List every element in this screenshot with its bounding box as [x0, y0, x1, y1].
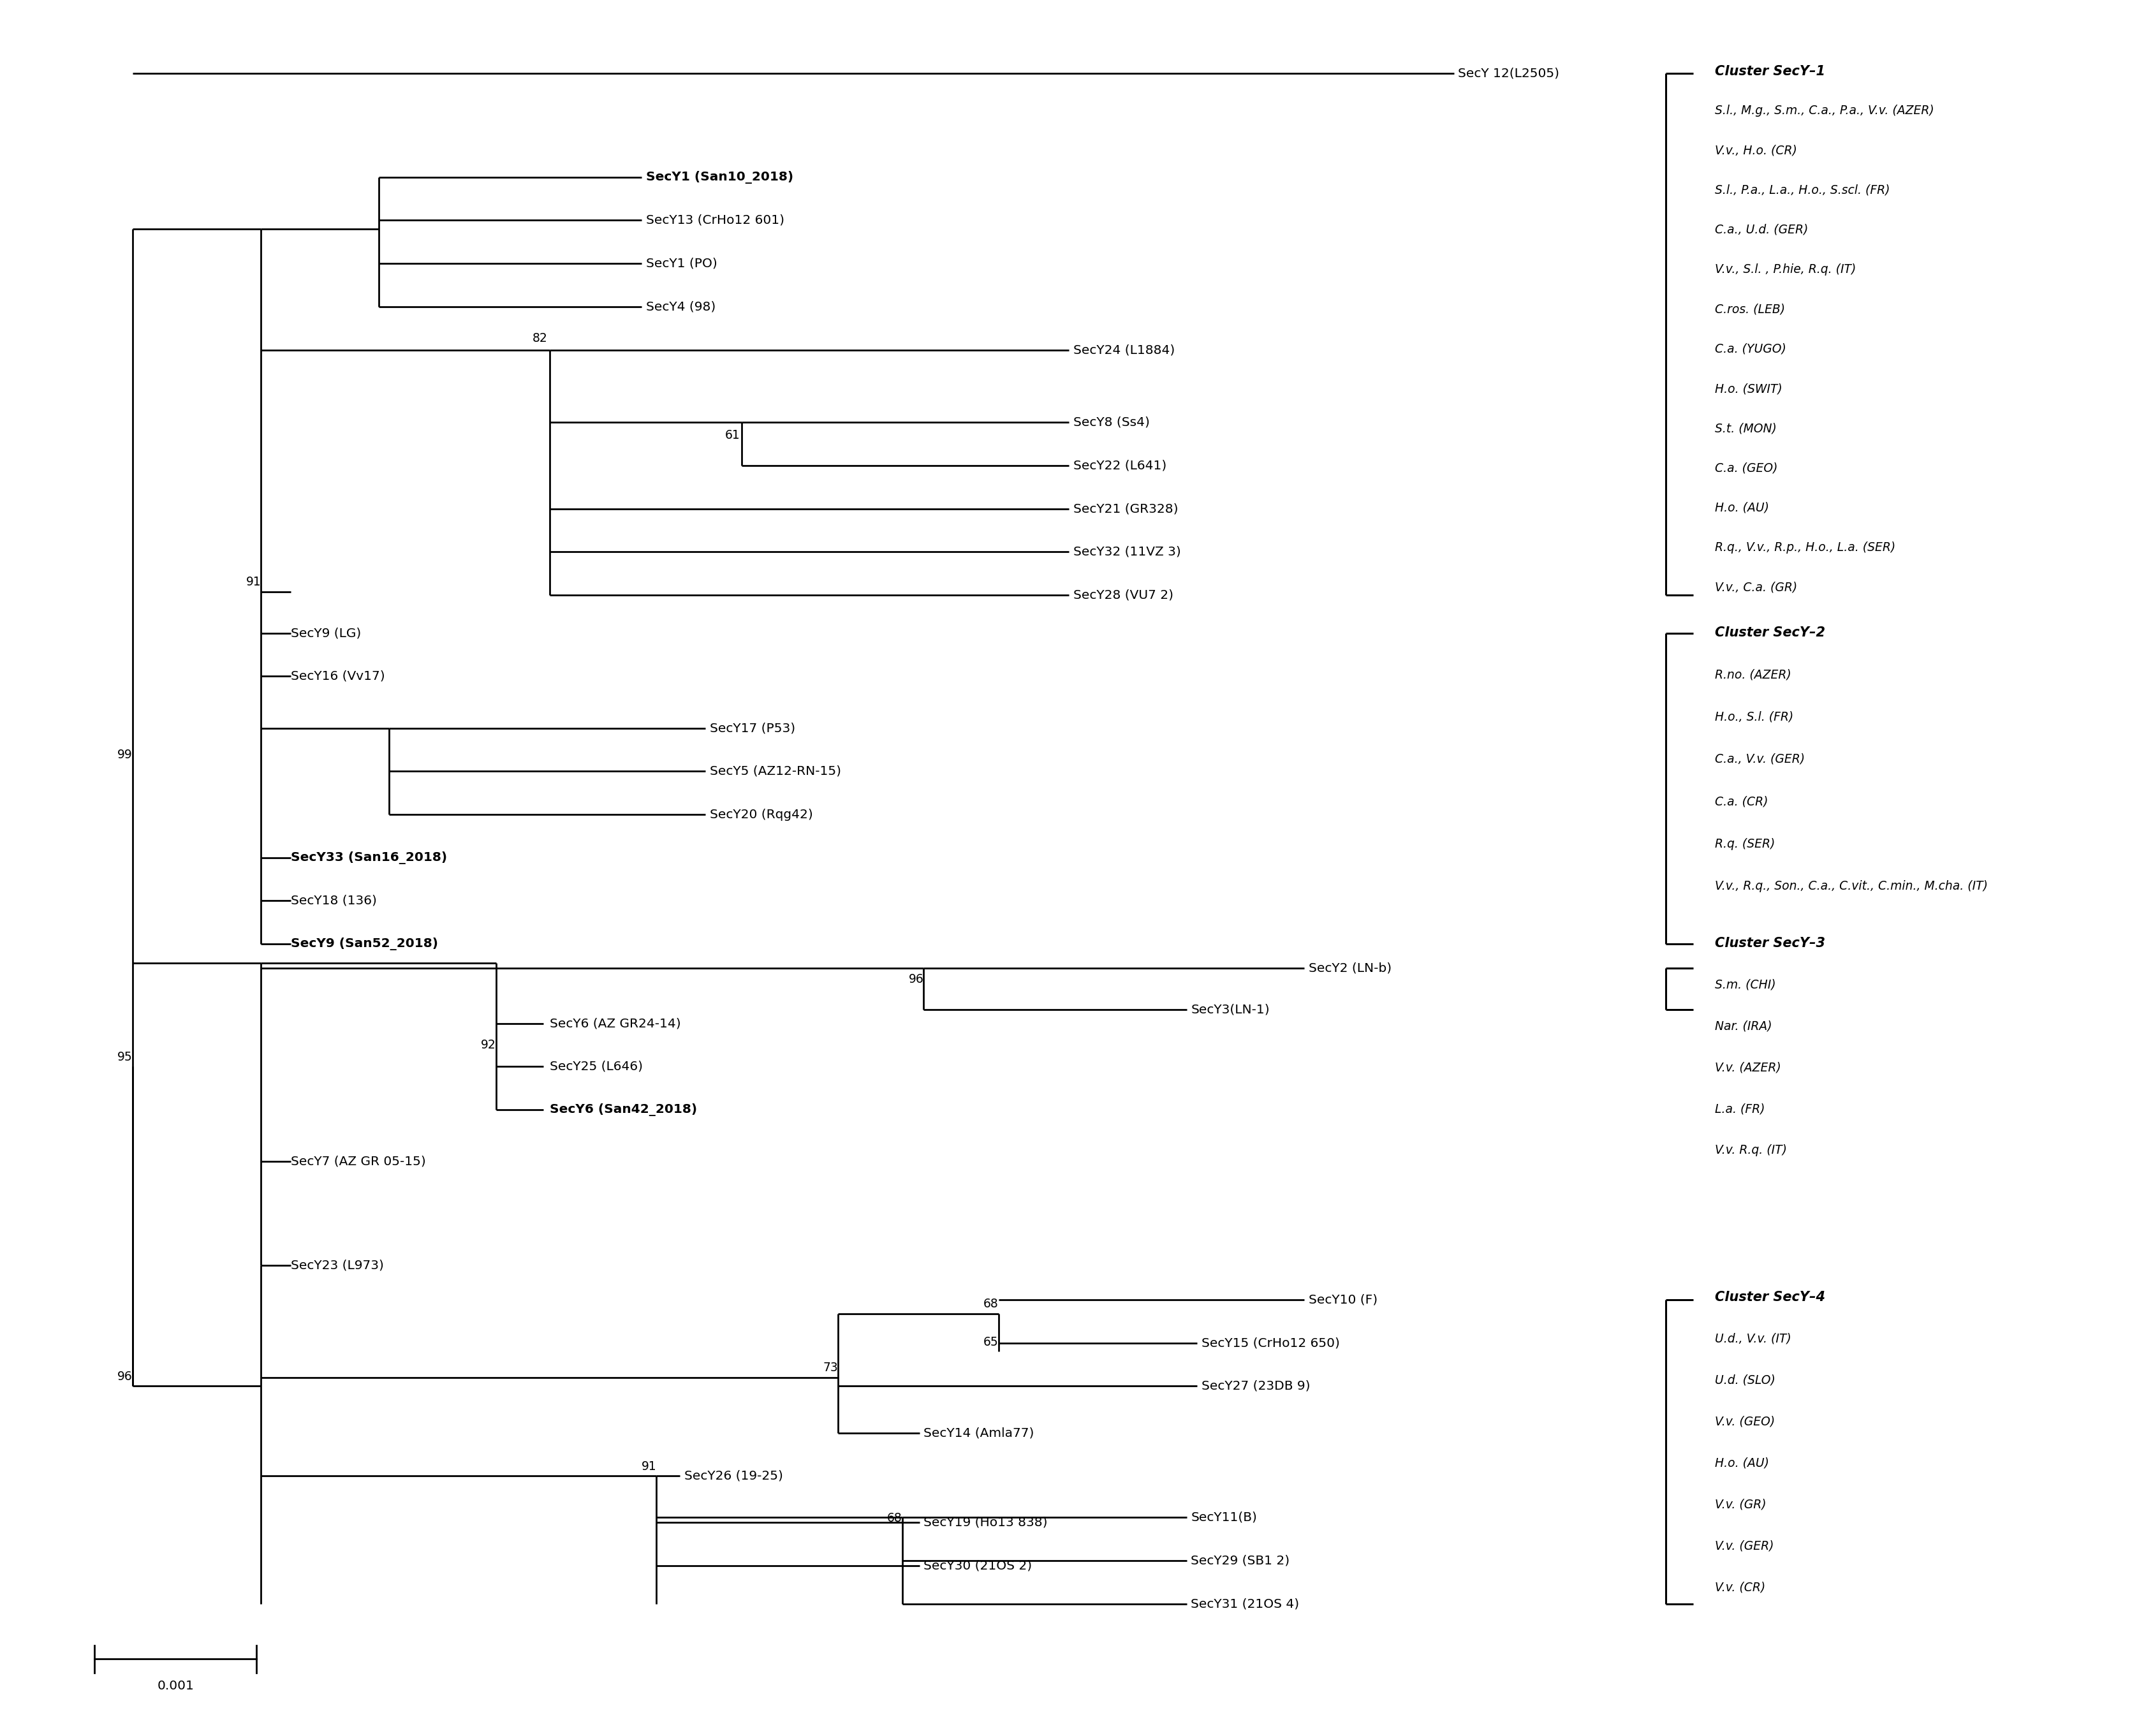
Text: 91: 91 — [642, 1460, 657, 1472]
Text: V.v., C.a. (GR): V.v., C.a. (GR) — [1715, 582, 1796, 594]
Text: C.a., U.d. (GER): C.a., U.d. (GER) — [1715, 224, 1807, 236]
Text: SecY9 (LG): SecY9 (LG) — [292, 627, 361, 639]
Text: 82: 82 — [532, 333, 547, 345]
Text: SecY31 (21OS 4): SecY31 (21OS 4) — [1191, 1597, 1298, 1609]
Text: SecY29 (SB1 2): SecY29 (SB1 2) — [1191, 1554, 1290, 1566]
Text: 96: 96 — [908, 974, 923, 986]
Text: C.ros. (LEB): C.ros. (LEB) — [1715, 304, 1783, 316]
Text: U.d. (SLO): U.d. (SLO) — [1715, 1375, 1775, 1385]
Text: SecY22 (L641): SecY22 (L641) — [1073, 460, 1165, 472]
Text: SecY33 (San16_2018): SecY33 (San16_2018) — [292, 851, 446, 865]
Text: SecY10 (F): SecY10 (F) — [1309, 1293, 1378, 1305]
Text: Cluster SecY–2: Cluster SecY–2 — [1715, 627, 1824, 639]
Text: SecY32 (11VZ 3): SecY32 (11VZ 3) — [1073, 545, 1180, 557]
Text: U.d., V.v. (IT): U.d., V.v. (IT) — [1715, 1333, 1790, 1345]
Text: SecY19 (Ho13 838): SecY19 (Ho13 838) — [923, 1517, 1047, 1529]
Text: SecY13 (CrHo12 601): SecY13 (CrHo12 601) — [646, 214, 783, 226]
Text: SecY27 (23DB 9): SecY27 (23DB 9) — [1202, 1380, 1309, 1392]
Text: V.v., R.q., Son., C.a., C.vit., C.min., M.cha. (IT): V.v., R.q., Son., C.a., C.vit., C.min., … — [1715, 880, 1987, 892]
Text: Cluster SecY–4: Cluster SecY–4 — [1715, 1292, 1824, 1304]
Text: Nar. (IRA): Nar. (IRA) — [1715, 1021, 1770, 1033]
Text: 95: 95 — [118, 1050, 133, 1062]
Text: 92: 92 — [481, 1038, 496, 1050]
Text: SecY14 (Amla77): SecY14 (Amla77) — [923, 1427, 1034, 1439]
Text: SecY9 (San52_2018): SecY9 (San52_2018) — [292, 937, 438, 950]
Text: H.o., S.l. (FR): H.o., S.l. (FR) — [1715, 710, 1792, 722]
Text: C.a. (GEO): C.a. (GEO) — [1715, 462, 1777, 474]
Text: V.v., H.o. (CR): V.v., H.o. (CR) — [1715, 144, 1796, 156]
Text: SecY7 (AZ GR 05-15): SecY7 (AZ GR 05-15) — [292, 1156, 425, 1168]
Text: V.v. (GEO): V.v. (GEO) — [1715, 1415, 1775, 1427]
Text: SecY17 (P53): SecY17 (P53) — [710, 722, 796, 734]
Text: SecY26 (19-25): SecY26 (19-25) — [685, 1470, 783, 1483]
Text: C.a. (CR): C.a. (CR) — [1715, 795, 1768, 807]
Text: S.t. (MON): S.t. (MON) — [1715, 422, 1777, 434]
Text: H.o. (AU): H.o. (AU) — [1715, 1457, 1768, 1469]
Text: SecY1 (PO): SecY1 (PO) — [646, 257, 717, 269]
Text: SecY20 (Rqg42): SecY20 (Rqg42) — [710, 809, 813, 821]
Text: SecY30 (21OS 2): SecY30 (21OS 2) — [923, 1559, 1032, 1571]
Text: SecY28 (VU7 2): SecY28 (VU7 2) — [1073, 589, 1174, 601]
Text: V.v. (AZER): V.v. (AZER) — [1715, 1061, 1781, 1073]
Text: SecY1 (San10_2018): SecY1 (San10_2018) — [646, 170, 792, 184]
Text: 96: 96 — [118, 1370, 133, 1382]
Text: 65: 65 — [983, 1337, 998, 1349]
Text: V.v. (GER): V.v. (GER) — [1715, 1540, 1773, 1552]
Text: V.v. R.q. (IT): V.v. R.q. (IT) — [1715, 1144, 1785, 1156]
Text: SecY25 (L646): SecY25 (L646) — [549, 1061, 642, 1073]
Text: SecY18 (136): SecY18 (136) — [292, 894, 378, 906]
Text: SecY3(LN-1): SecY3(LN-1) — [1191, 1003, 1270, 1016]
Text: V.v. (GR): V.v. (GR) — [1715, 1498, 1766, 1510]
Text: H.o. (AU): H.o. (AU) — [1715, 502, 1768, 514]
Text: SecY6 (AZ GR24-14): SecY6 (AZ GR24-14) — [549, 1017, 680, 1029]
Text: 61: 61 — [725, 429, 740, 441]
Text: S.l., P.a., L.a., H.o., S.scl. (FR): S.l., P.a., L.a., H.o., S.scl. (FR) — [1715, 184, 1888, 196]
Text: SecY16 (Vv17): SecY16 (Vv17) — [292, 670, 384, 682]
Text: SecY 12(L2505): SecY 12(L2505) — [1457, 68, 1558, 80]
Text: C.a., V.v. (GER): C.a., V.v. (GER) — [1715, 753, 1805, 766]
Text: H.o. (SWIT): H.o. (SWIT) — [1715, 382, 1781, 394]
Text: C.a. (YUGO): C.a. (YUGO) — [1715, 344, 1785, 356]
Text: 68: 68 — [886, 1512, 901, 1524]
Text: SecY15 (CrHo12 650): SecY15 (CrHo12 650) — [1202, 1337, 1339, 1349]
Text: 68: 68 — [983, 1299, 998, 1311]
Text: R.q., V.v., R.p., H.o., L.a. (SER): R.q., V.v., R.p., H.o., L.a. (SER) — [1715, 542, 1895, 554]
Text: SecY11(B): SecY11(B) — [1191, 1512, 1258, 1524]
Text: V.v., S.l. , P.hie, R.q. (IT): V.v., S.l. , P.hie, R.q. (IT) — [1715, 264, 1856, 276]
Text: L.a. (FR): L.a. (FR) — [1715, 1102, 1764, 1115]
Text: SecY24 (L1884): SecY24 (L1884) — [1073, 344, 1174, 356]
Text: 91: 91 — [247, 576, 262, 589]
Text: SecY5 (AZ12-RN-15): SecY5 (AZ12-RN-15) — [710, 766, 841, 778]
Text: SecY8 (Ss4): SecY8 (Ss4) — [1073, 417, 1150, 429]
Text: Cluster SecY–3: Cluster SecY–3 — [1715, 937, 1824, 950]
Text: 0.001: 0.001 — [157, 1680, 193, 1693]
Text: 73: 73 — [822, 1363, 837, 1375]
Text: SecY4 (98): SecY4 (98) — [646, 300, 715, 312]
Text: V.v. (CR): V.v. (CR) — [1715, 1581, 1764, 1594]
Text: R.q. (SER): R.q. (SER) — [1715, 838, 1775, 851]
Text: Cluster SecY–1: Cluster SecY–1 — [1715, 64, 1824, 78]
Text: SecY23 (L973): SecY23 (L973) — [292, 1259, 384, 1271]
Text: SecY6 (San42_2018): SecY6 (San42_2018) — [549, 1104, 697, 1116]
Text: S.l., M.g., S.m., C.a., P.a., V.v. (AZER): S.l., M.g., S.m., C.a., P.a., V.v. (AZER… — [1715, 104, 1934, 116]
Text: SecY2 (LN-b): SecY2 (LN-b) — [1309, 962, 1391, 974]
Text: SecY21 (GR328): SecY21 (GR328) — [1073, 503, 1178, 516]
Text: R.no. (AZER): R.no. (AZER) — [1715, 668, 1790, 681]
Text: S.m. (CHI): S.m. (CHI) — [1715, 979, 1775, 991]
Text: 99: 99 — [118, 748, 133, 760]
